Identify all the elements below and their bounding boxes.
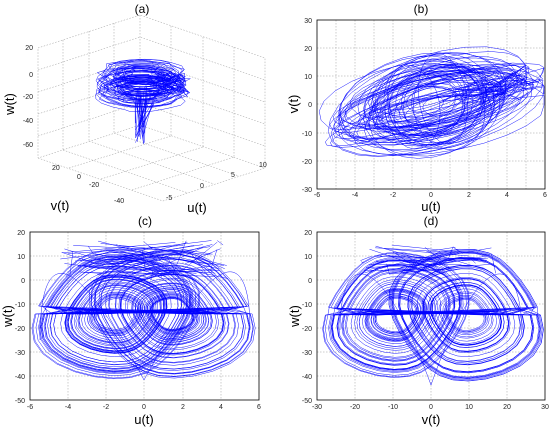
panel-a-v-tick: -40 (114, 198, 124, 205)
panel-b-y-tick: -20 (302, 159, 312, 166)
panel-b-x-tick: 0 (429, 192, 433, 199)
panel-a-w-tick: -20 (23, 94, 33, 101)
panel-c-x-tick: 0 (142, 404, 146, 411)
panel-d-x-tick: -10 (388, 404, 398, 411)
panel-c-y-tick: 20 (17, 230, 25, 237)
panel-a-3d-box (37, 14, 266, 202)
panel-a-w-tick: 20 (25, 45, 33, 52)
panel-a-zlabel: w(t) (2, 93, 17, 116)
panel-d-xticks: -30 -20 -10 0 10 20 30 (312, 404, 549, 411)
panel-a-u-tick: 5 (231, 172, 235, 179)
panel-a-u-tick: 0 (200, 183, 204, 190)
panel-a: (a) (2, 2, 267, 215)
panel-c-trajectory (31, 240, 256, 381)
panel-b-x-tick: -4 (352, 192, 358, 199)
panel-b-yticks: 30 20 10 0 -10 -20 -30 (302, 18, 312, 194)
panel-a-ylabel: v(t) (51, 198, 70, 213)
panel-b-xlabel: u(t) (421, 199, 441, 214)
panel-d-y-tick: 10 (304, 254, 312, 261)
panel-d: (d) 20 10 0 -10 -20 -30 -40 -50 -30 -20 … (287, 214, 549, 427)
panel-b-y-tick: -10 (302, 131, 312, 138)
panel-a-v-tick: 20 (52, 165, 60, 172)
panel-c-yticks: 20 10 0 -10 -20 -30 -40 -50 (15, 230, 25, 405)
panel-d-x-tick: 30 (541, 404, 549, 411)
panel-b-frame (316, 19, 546, 190)
panel-d-y-tick: 20 (304, 230, 312, 237)
panel-a-title: (a) (135, 2, 150, 16)
panel-a-v-tick: 0 (77, 174, 81, 181)
panel-a-w-tick: -40 (23, 118, 33, 125)
panel-b-x-tick: 2 (467, 192, 471, 199)
panel-b-y-tick: 0 (308, 102, 312, 109)
panel-a-v-tick: -20 (89, 182, 99, 189)
panel-b-xticks: -6 -4 -2 0 2 4 6 (314, 192, 547, 199)
panel-c-ylabel: w(t) (0, 305, 15, 328)
panel-b-y-tick: 10 (304, 74, 312, 81)
panel-c-xlabel: u(t) (134, 412, 154, 427)
panel-a-w-tick: -60 (23, 142, 33, 149)
panel-d-y-tick: -30 (302, 350, 312, 357)
panel-c-y-tick: 0 (21, 278, 25, 285)
panel-c-title: (c) (138, 214, 152, 228)
panel-b-x-tick: -2 (390, 192, 396, 199)
panel-c-y-tick: 10 (17, 254, 25, 261)
panel-d-x-tick: -30 (312, 404, 322, 411)
panel-b-x-tick: -6 (314, 192, 320, 199)
panel-b-y-tick: -30 (302, 187, 312, 194)
panel-d-xlabel: v(t) (422, 412, 441, 427)
panel-b-title: (b) (414, 2, 429, 16)
panel-b-x-tick: 4 (505, 192, 509, 199)
panel-d-y-tick: -10 (302, 302, 312, 309)
panel-b-x-tick: 6 (543, 192, 547, 199)
panel-d-trajectory (322, 244, 544, 386)
panel-d-y-tick: 0 (308, 278, 312, 285)
panel-a-u-tick: -5 (166, 195, 172, 202)
panel-d-ylabel: w(t) (287, 305, 302, 328)
panel-a-trajectory (95, 58, 191, 145)
panel-d-x-tick: 20 (503, 404, 511, 411)
panel-d-x-tick: 0 (429, 404, 433, 411)
panel-a-w-tick: 0 (29, 72, 33, 79)
panel-a-u-tick: 10 (259, 162, 267, 169)
panel-d-yticks: 20 10 0 -10 -20 -30 -40 -50 (302, 230, 312, 405)
panel-c-y-tick: -40 (15, 374, 25, 381)
panel-c-x-tick: 2 (181, 404, 185, 411)
panel-b-trajectory (318, 46, 545, 159)
panel-c: (c) 20 10 0 -10 -20 -30 -40 -50 -6 -4 -2… (0, 214, 261, 427)
panel-c-y-tick: -30 (15, 350, 25, 357)
panel-d-y-tick: -50 (302, 398, 312, 405)
panel-c-x-tick: -6 (27, 404, 33, 411)
panel-c-x-tick: 4 (219, 404, 223, 411)
panel-c-x-tick: -2 (103, 404, 109, 411)
panel-c-grid (30, 232, 259, 400)
panel-d-frame (316, 231, 546, 401)
panel-b-y-tick: 30 (304, 18, 312, 25)
panel-a-xlabel: u(t) (187, 200, 207, 215)
panel-c-y-tick: -50 (15, 398, 25, 405)
panel-c-y-tick: -20 (15, 326, 25, 333)
panel-c-x-tick: -4 (65, 404, 71, 411)
panel-d-y-tick: -40 (302, 374, 312, 381)
panel-d-y-tick: -20 (302, 326, 312, 333)
panel-c-y-tick: -10 (15, 302, 25, 309)
panel-b-y-tick: 20 (304, 46, 312, 53)
panel-c-xticks: -6 -4 -2 0 2 4 6 (27, 404, 261, 411)
panel-d-title: (d) (424, 214, 439, 228)
panel-c-frame (29, 231, 260, 401)
panel-c-x-tick: 6 (257, 404, 261, 411)
panel-b: (b) 30 20 10 0 -10 -20 -30 -6 -4 -2 (286, 2, 547, 214)
panel-d-x-tick: 10 (465, 404, 473, 411)
panel-b-ylabel: v(t) (286, 95, 301, 114)
panel-d-x-tick: -20 (350, 404, 360, 411)
